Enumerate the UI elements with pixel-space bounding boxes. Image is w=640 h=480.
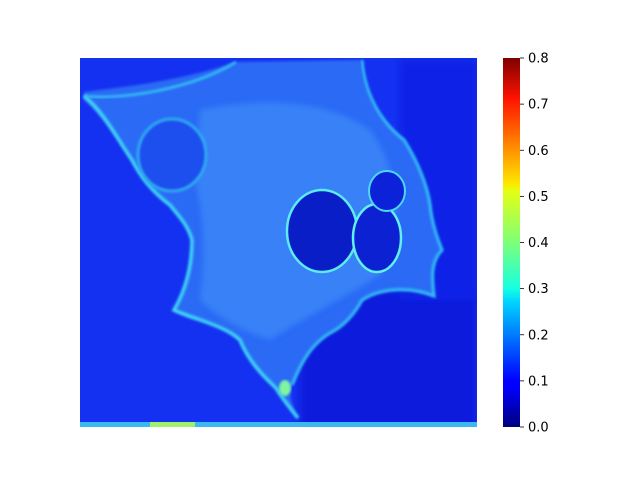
colorbar-tick-label: 0.5 [528, 190, 549, 205]
upper-left-top-edge [83, 60, 237, 99]
colorbar-ticks: 0.0 0.1 0.2 0.3 0.4 0.5 0.6 0.7 0.8 [520, 52, 549, 436]
colorbar-gradient [503, 58, 520, 427]
nucleus-left [287, 190, 357, 272]
colorbar-tick-label: 0.0 [528, 421, 549, 436]
colorbar-tick-label: 0.6 [528, 144, 549, 159]
colorbar-tick-label: 0.3 [528, 282, 549, 297]
bottom-edge-bright [150, 422, 195, 427]
colorbar-tick-label: 0.8 [528, 52, 549, 67]
colorbar-tick-label: 0.4 [528, 236, 549, 251]
cell-edge [82, 94, 300, 420]
nucleus-right [353, 204, 401, 272]
nucleus-top [369, 171, 405, 211]
bright-spot [279, 380, 291, 396]
upper-left-cell-rim [136, 117, 208, 193]
colorbar-tick-label: 0.1 [528, 374, 549, 389]
bottom-edge-strip [80, 422, 477, 427]
upper-left-cell [138, 119, 206, 191]
heatmap-plot [80, 58, 477, 427]
colorbar-tick-label: 0.7 [528, 98, 549, 113]
colorbar: 0.0 0.1 0.2 0.3 0.4 0.5 0.6 0.7 0.8 [503, 52, 549, 436]
nucleus-top-rim [368, 170, 406, 212]
cell-edge-right [290, 59, 444, 386]
colorbar-tick-label: 0.2 [528, 328, 549, 343]
